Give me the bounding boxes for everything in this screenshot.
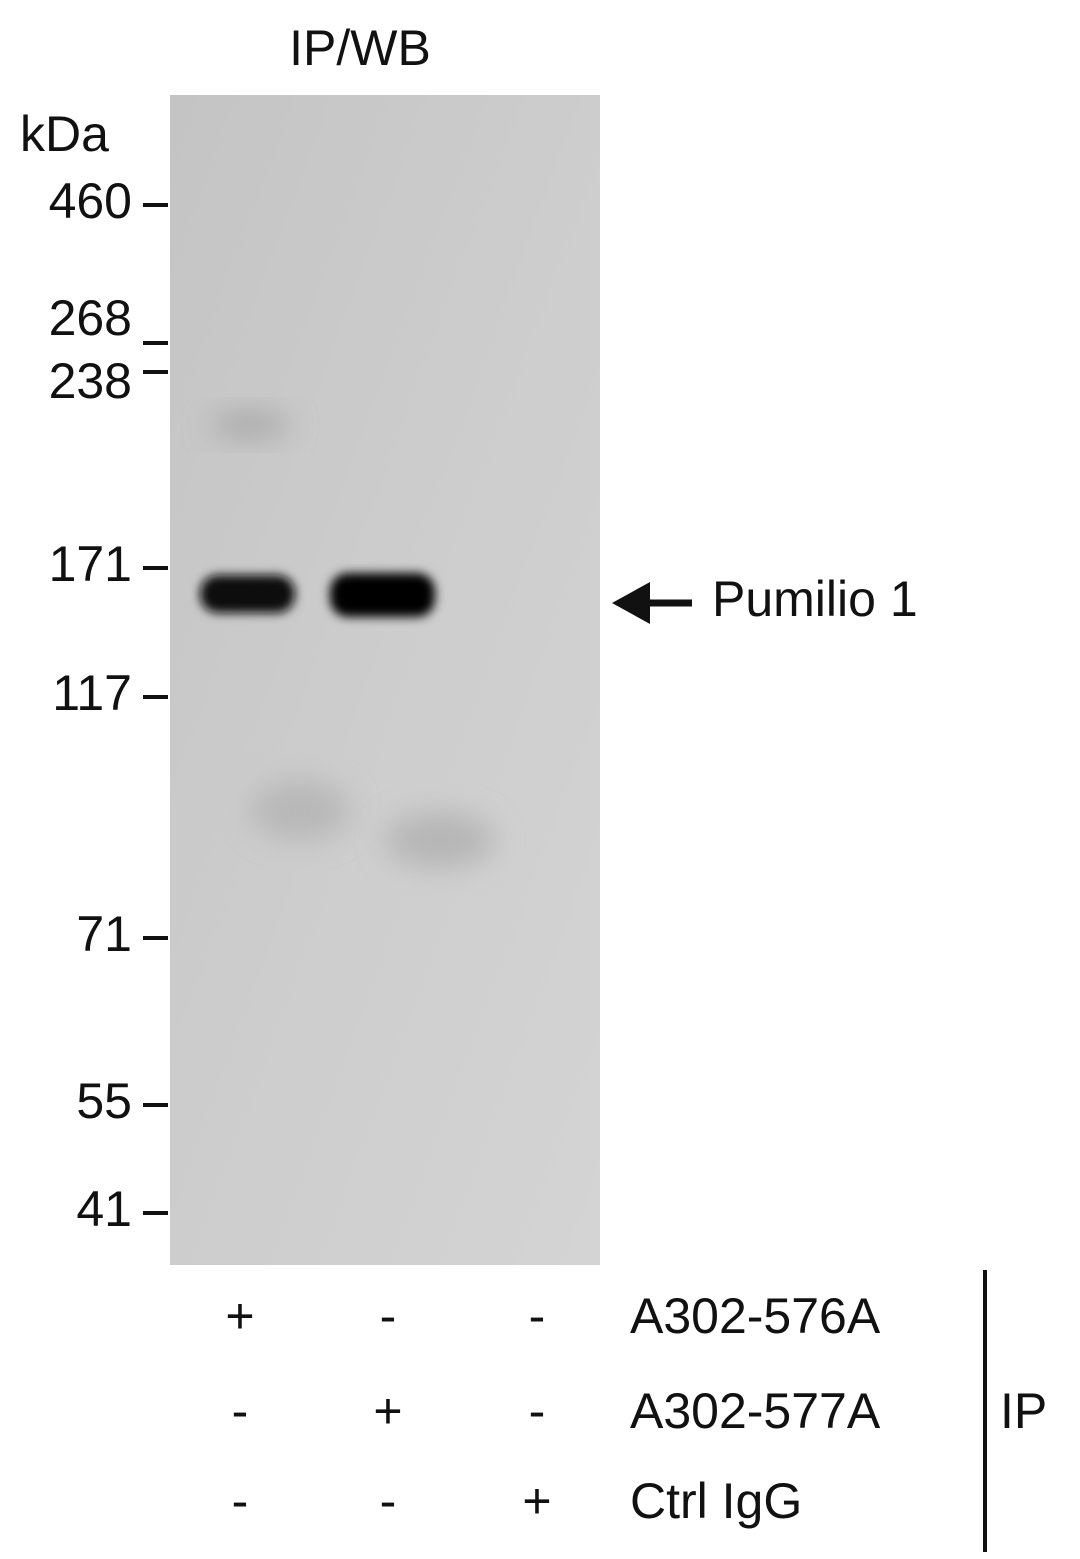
lane-sign: - — [529, 1383, 546, 1439]
lane-sign: - — [380, 1288, 397, 1344]
marker-label: 268 — [49, 290, 132, 346]
lane-sign: + — [225, 1288, 254, 1344]
row-label: Ctrl IgG — [630, 1473, 802, 1529]
arrow — [612, 582, 692, 624]
band — [330, 573, 435, 617]
lane-sign: - — [232, 1383, 249, 1439]
lane-sign: + — [373, 1383, 402, 1439]
marker-label: 55 — [76, 1073, 132, 1129]
lane-sign: - — [529, 1288, 546, 1344]
marker-label: 238 — [49, 353, 132, 409]
marker-label: 171 — [49, 536, 132, 592]
row-label: A302-577A — [630, 1383, 881, 1439]
group-label: IP — [1000, 1383, 1047, 1439]
title: IP/WB — [289, 20, 431, 76]
band — [200, 575, 295, 613]
marker-label: 117 — [52, 665, 132, 721]
row-label: A302-576A — [630, 1288, 881, 1344]
membrane — [170, 95, 600, 1265]
marker-label: 460 — [49, 173, 132, 229]
lane-sign: - — [380, 1473, 397, 1529]
faint-band — [210, 411, 290, 439]
marker-label: 71 — [76, 906, 132, 962]
marker-label: 41 — [76, 1181, 132, 1237]
smear — [250, 780, 350, 840]
unit-label: kDa — [20, 106, 109, 162]
lane-sign: + — [522, 1473, 551, 1529]
smear — [385, 812, 495, 868]
lane-sign: - — [232, 1473, 249, 1529]
band-label: Pumilio 1 — [712, 571, 918, 627]
